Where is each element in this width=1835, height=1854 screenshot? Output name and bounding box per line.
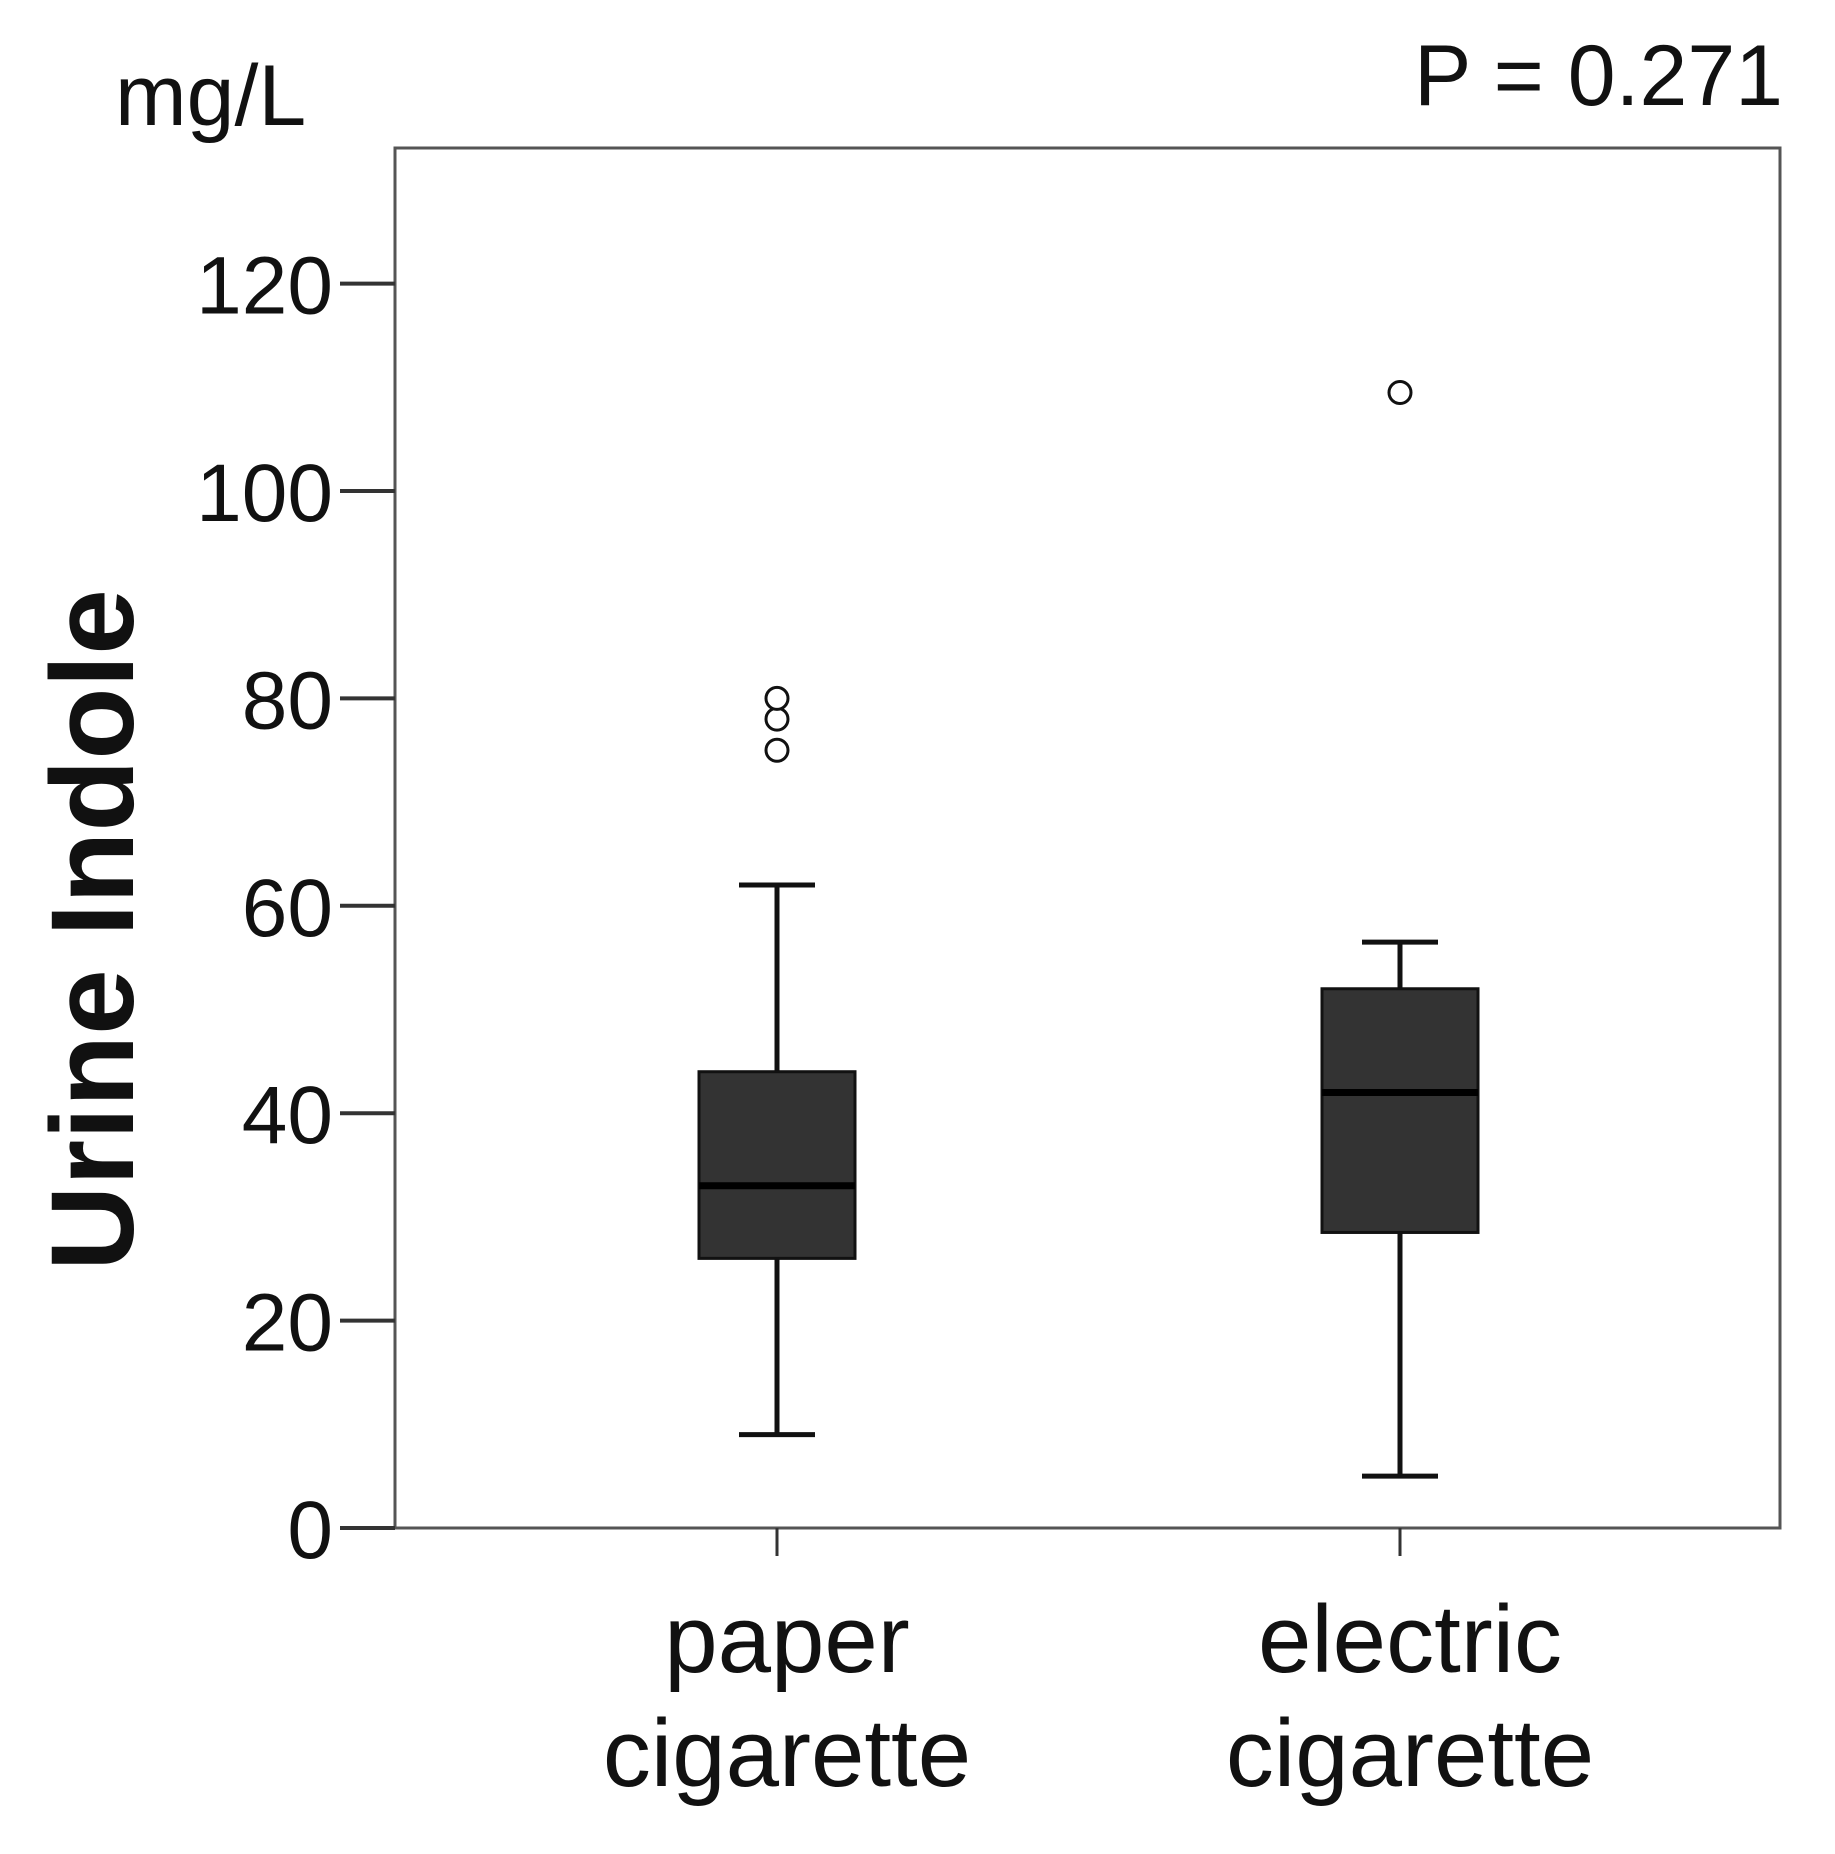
boxes-group <box>697 379 1480 1479</box>
outlier-point <box>1387 379 1413 405</box>
x-axis: paper cigarette electric cigarette <box>603 1528 1594 1807</box>
y-tick-label: 80 <box>242 655 333 746</box>
y-tick-label: 120 <box>196 241 333 332</box>
y-tick-label: 0 <box>287 1485 333 1576</box>
x-tick-label: paper cigarette <box>603 1586 971 1807</box>
iqr-box <box>1320 987 1480 1234</box>
y-tick-label: 20 <box>242 1278 333 1369</box>
outlier-point <box>764 706 790 732</box>
box-series-1 <box>1320 379 1480 1479</box>
outlier-point <box>764 685 790 711</box>
y-tick-label: 60 <box>242 863 333 954</box>
outlier-point <box>764 737 790 763</box>
box-series-0 <box>697 685 857 1438</box>
x-tick-label: electric cigarette <box>1226 1586 1594 1807</box>
unit-label: mg/L <box>115 48 306 144</box>
plot-frame <box>393 146 1782 1530</box>
p-value-label: P = 0.271 <box>1414 28 1783 124</box>
y-axis: 0 20 40 60 80 100 120 <box>196 241 395 1576</box>
y-tick-label: 100 <box>196 448 333 539</box>
iqr-box <box>697 1070 857 1260</box>
y-tick-label: 40 <box>242 1070 333 1161</box>
y-axis-title: Urine Indole <box>27 589 159 1271</box>
